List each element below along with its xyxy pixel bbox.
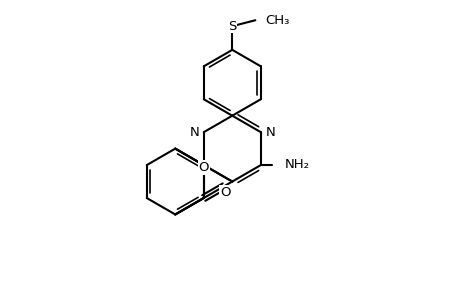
Text: N: N bbox=[189, 126, 199, 139]
Text: CH₃: CH₃ bbox=[265, 14, 289, 27]
Text: S: S bbox=[227, 20, 235, 33]
Text: O: O bbox=[198, 161, 208, 174]
Text: N: N bbox=[265, 126, 274, 139]
Text: O: O bbox=[219, 186, 230, 199]
Text: NH₂: NH₂ bbox=[284, 158, 309, 171]
